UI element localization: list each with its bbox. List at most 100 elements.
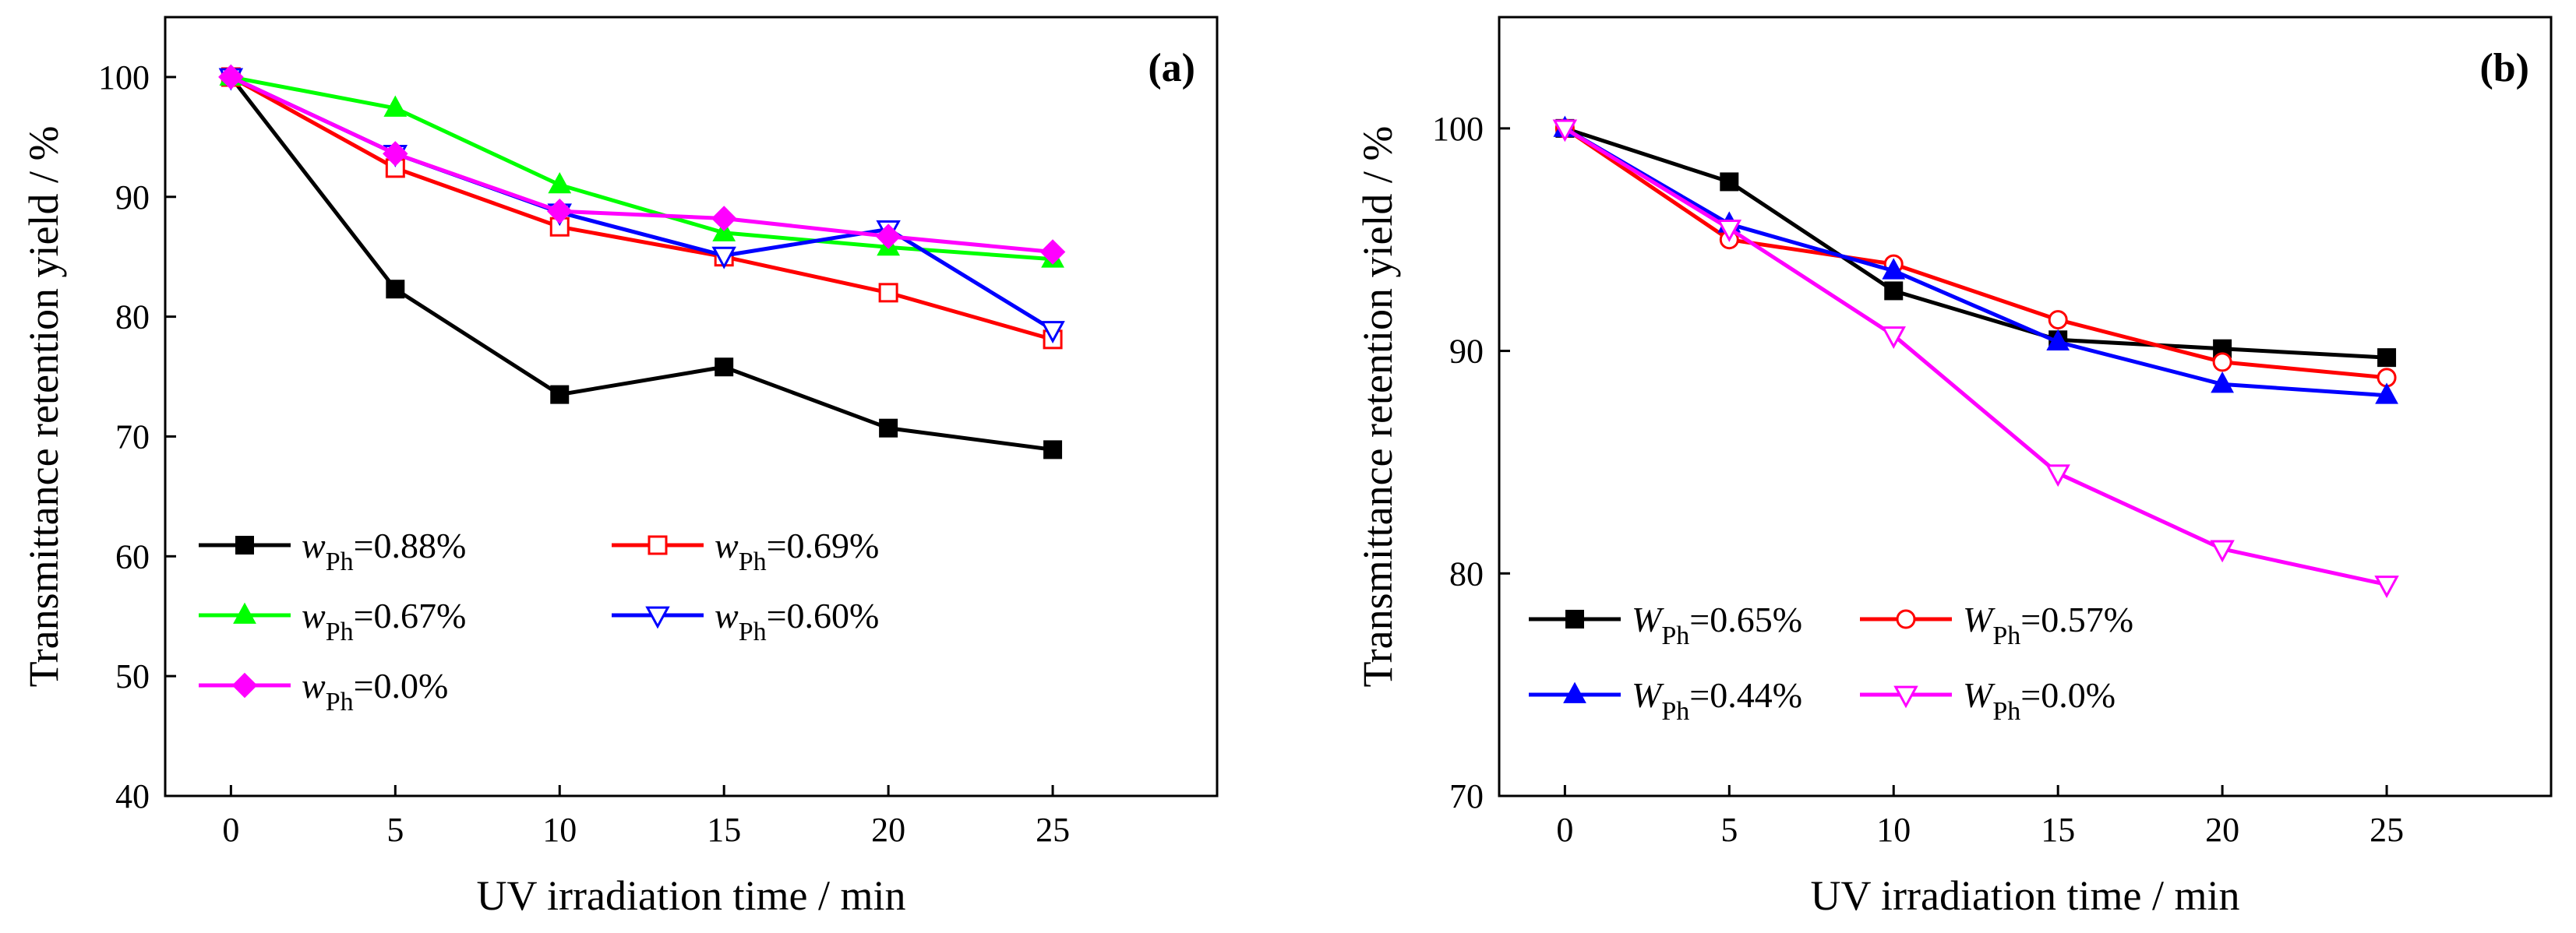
data-point <box>875 224 902 249</box>
series-line <box>230 75 1053 255</box>
y-tick-label: 40 <box>115 777 150 815</box>
legend-value: =0.88% <box>354 526 467 565</box>
series-line <box>1563 126 2387 380</box>
legend-subscript: Ph <box>1992 697 2020 726</box>
data-point <box>2375 382 2398 404</box>
series-line <box>230 75 1054 332</box>
chart-panel-b: 0 5 10 15 20 25 70 80 90 100 UV irradiation time /… <box>1354 16 2553 919</box>
y-axis-label: Transmittance retention yield / % <box>1354 126 1401 688</box>
legend-symbol: w <box>715 596 739 635</box>
data-point <box>1882 258 1906 280</box>
data-point <box>386 280 405 299</box>
legend-symbol: w <box>302 526 326 565</box>
legend-value: =0.67% <box>354 596 467 635</box>
legend-subscript: Ph <box>1661 697 1689 726</box>
data-point <box>2210 540 2235 563</box>
legend-value: =0.60% <box>767 596 880 635</box>
legend-entry: wPh=0.88% <box>199 526 466 576</box>
legend-value: =0.44% <box>1689 675 1802 715</box>
legend: WPh=0.65% WPh=0.57%WPh=0.44% WPh=0.0% <box>1529 600 2133 726</box>
legend-marker <box>648 535 668 555</box>
series-2 <box>1554 118 2397 388</box>
y-tick-label: 70 <box>115 417 150 456</box>
x-tick-label: 25 <box>2370 811 2404 849</box>
data-point <box>2212 352 2232 372</box>
data-point <box>2211 371 2235 393</box>
legend-symbol: W <box>1632 675 1664 715</box>
legend-label: WPh=0.57% <box>1963 600 2133 650</box>
legend-value: =0.69% <box>767 526 880 565</box>
data-point <box>2045 464 2070 488</box>
legend-label: wPh=0.0% <box>302 666 448 716</box>
legend-subscript: Ph <box>326 688 354 716</box>
data-point <box>1720 172 1739 192</box>
x-tick-label: 20 <box>871 811 905 849</box>
legend-subscript: Ph <box>1992 621 2020 650</box>
legend-value: =0.57% <box>2020 600 2133 639</box>
series-line <box>1564 126 2387 398</box>
panel-label: (a) <box>1148 46 1195 90</box>
x-tick-label: 25 <box>1036 811 1070 849</box>
data-point <box>1881 326 1906 350</box>
x-tick-label: 15 <box>707 811 741 849</box>
legend-label: wPh=0.88% <box>302 526 466 576</box>
legend-entry: WPh=0.57% <box>1860 600 2133 650</box>
legend-entry: WPh=0.44% <box>1529 675 1802 726</box>
data-point <box>711 206 737 231</box>
y-tick-label: 100 <box>1432 110 1484 148</box>
data-point <box>546 198 573 224</box>
legend-marker <box>1893 685 1918 709</box>
legend-entry: wPh=0.67% <box>199 596 466 646</box>
x-tick-label: 10 <box>542 811 577 849</box>
legend-subscript: Ph <box>739 547 767 576</box>
legend-label: WPh=0.0% <box>1963 675 2115 726</box>
chart-panel-a: 0 5 10 15 20 25 40 50 60 70 80 90 100 UV irradiation … <box>20 16 1219 919</box>
series-4 <box>218 68 1065 343</box>
data-point <box>711 246 736 269</box>
legend-symbol: w <box>302 596 326 635</box>
series-1 <box>221 67 1063 459</box>
plot-frame <box>1498 16 2553 797</box>
x-tick-label: 15 <box>2041 811 2075 849</box>
plot-frame <box>164 16 1219 797</box>
legend-entry: WPh=0.0% <box>1860 675 2115 726</box>
legend-entry: wPh=0.0% <box>199 666 448 716</box>
legend-marker <box>1563 681 1586 703</box>
y-tick-label: 60 <box>115 537 150 576</box>
data-point <box>548 171 572 194</box>
y-tick-label: 100 <box>98 58 150 97</box>
data-point <box>2377 348 2397 368</box>
legend-label: wPh=0.69% <box>715 526 879 576</box>
legend-subscript: Ph <box>739 618 767 646</box>
data-point <box>2374 576 2399 599</box>
legend-symbol: W <box>1963 675 1996 715</box>
data-point <box>2046 329 2070 351</box>
data-point <box>878 283 898 303</box>
series-3 <box>1553 115 2398 404</box>
legend-symbol: W <box>1963 600 1996 639</box>
x-tick-label: 5 <box>1720 811 1738 849</box>
y-axis-label: Transmittance retention yield / % <box>20 126 67 688</box>
panel-label: (b) <box>2479 46 2529 90</box>
data-point <box>1043 440 1063 459</box>
series-5 <box>218 64 1066 265</box>
series-line <box>1564 126 2387 587</box>
series-3 <box>219 64 1064 268</box>
legend-symbol: w <box>302 666 326 706</box>
y-tick-label: 80 <box>1449 555 1484 593</box>
y-tick-label: 80 <box>115 298 150 336</box>
x-tick-label: 10 <box>1876 811 1911 849</box>
data-point <box>879 418 898 438</box>
legend-marker <box>235 536 254 555</box>
legend-marker <box>1565 610 1584 628</box>
x-tick-label: 0 <box>1556 811 1573 849</box>
data-point <box>1552 119 1578 143</box>
data-point <box>1884 281 1904 301</box>
series-line <box>229 76 1053 452</box>
legend-subscript: Ph <box>1661 621 1689 650</box>
series-line <box>230 75 1053 262</box>
y-tick-label: 70 <box>1449 777 1484 815</box>
data-point <box>218 64 244 90</box>
legend-marker <box>645 606 670 629</box>
